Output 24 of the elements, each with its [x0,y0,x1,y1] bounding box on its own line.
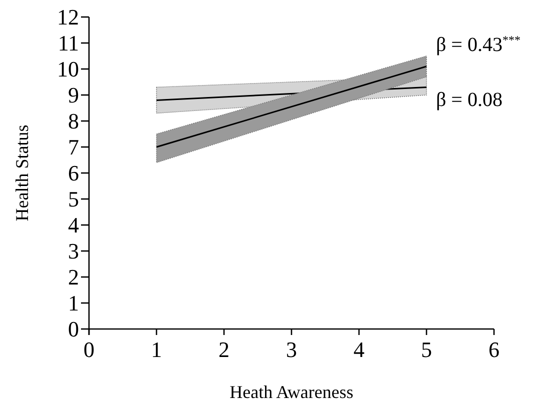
x-tick-label: 4 [354,337,364,362]
y-axis-title: Health Status [12,124,32,222]
y-tick-label: 1 [68,290,79,316]
x-tick-label: 6 [488,337,500,362]
y-tick-label: 0 [68,316,79,342]
annotation: β = 0.08 [436,89,502,111]
x-tick-label: 3 [286,337,297,362]
y-tick-label: 2 [68,264,79,290]
x-tick-label: 2 [218,337,230,362]
y-tick-label: 8 [68,108,79,134]
x-axis-title: Heath Awareness [230,382,354,402]
x-tick-label: 1 [151,337,162,362]
y-tick-label: 7 [68,134,79,160]
x-tick-label: 0 [84,337,94,362]
y-tick-label: 6 [68,160,79,186]
annotation: β = 0.43$^{***}$ [436,33,520,56]
y-tick-label: 10 [57,56,79,82]
y-tick-label: 3 [68,238,79,264]
y-tick-label: 5 [68,186,79,212]
y-tick-label: 11 [58,30,79,56]
y-tick-label: 9 [68,82,79,108]
x-tick-label: 5 [421,337,432,362]
y-tick-label: 4 [68,212,79,238]
y-tick-label: 12 [57,4,79,30]
